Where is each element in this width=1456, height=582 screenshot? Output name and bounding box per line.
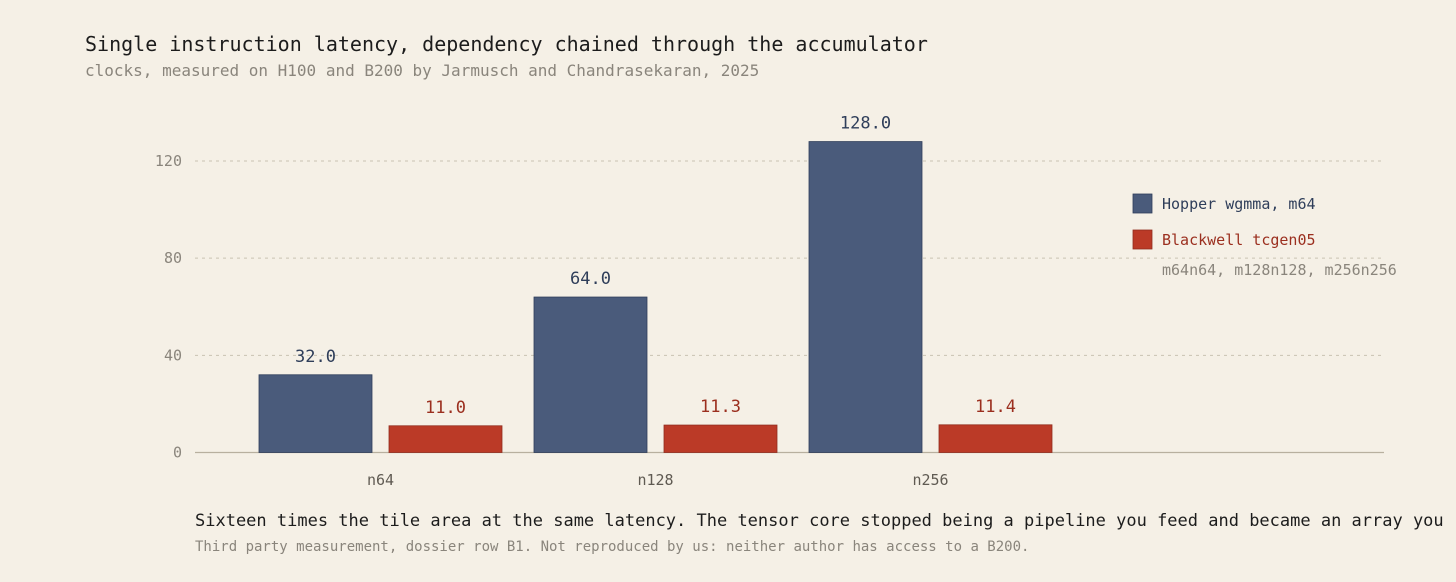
bar-hopper — [533, 296, 648, 453]
data-label: 32.0 — [295, 347, 336, 367]
data-label: 11.3 — [700, 397, 741, 417]
legend-label: Blackwell tcgen05 — [1162, 231, 1316, 249]
y-tick-label: 40 — [164, 346, 182, 364]
bar-blackwell — [388, 425, 503, 453]
data-label: 64.0 — [570, 269, 611, 289]
y-tick-label: 80 — [164, 249, 182, 267]
chart-title: Single instruction latency, dependency c… — [85, 32, 928, 56]
data-label: 11.4 — [975, 397, 1016, 417]
x-tick-label: n128 — [637, 471, 673, 489]
legend-swatch-blackwell — [1132, 229, 1153, 250]
x-tick-label: n256 — [912, 471, 948, 489]
bar-blackwell — [663, 424, 778, 453]
legend-swatch-hopper — [1132, 193, 1153, 214]
y-tick-label: 0 — [173, 444, 182, 462]
bar-blackwell — [938, 424, 1053, 453]
bar-hopper — [808, 141, 923, 453]
legend-label: Hopper wgmma, m64 — [1162, 195, 1316, 213]
footnote: Sixteen times the tile area at the same … — [195, 511, 1444, 531]
data-label: 128.0 — [840, 114, 891, 134]
chart-subtitle: clocks, measured on H100 and B200 by Jar… — [85, 61, 760, 80]
legend-sublabel: m64n64, m128n128, m256n256 — [1162, 261, 1397, 279]
source-note: Third party measurement, dossier row B1.… — [195, 539, 1030, 555]
data-label: 11.0 — [425, 398, 466, 418]
bar-hopper — [258, 374, 373, 453]
x-tick-label: n64 — [367, 471, 394, 489]
bar-chart: 0 40 80 120 32.0 64.0 128.0 11.0 11.3 11.4 n64 n128… — [155, 114, 1397, 489]
y-tick-label: 120 — [155, 152, 182, 170]
